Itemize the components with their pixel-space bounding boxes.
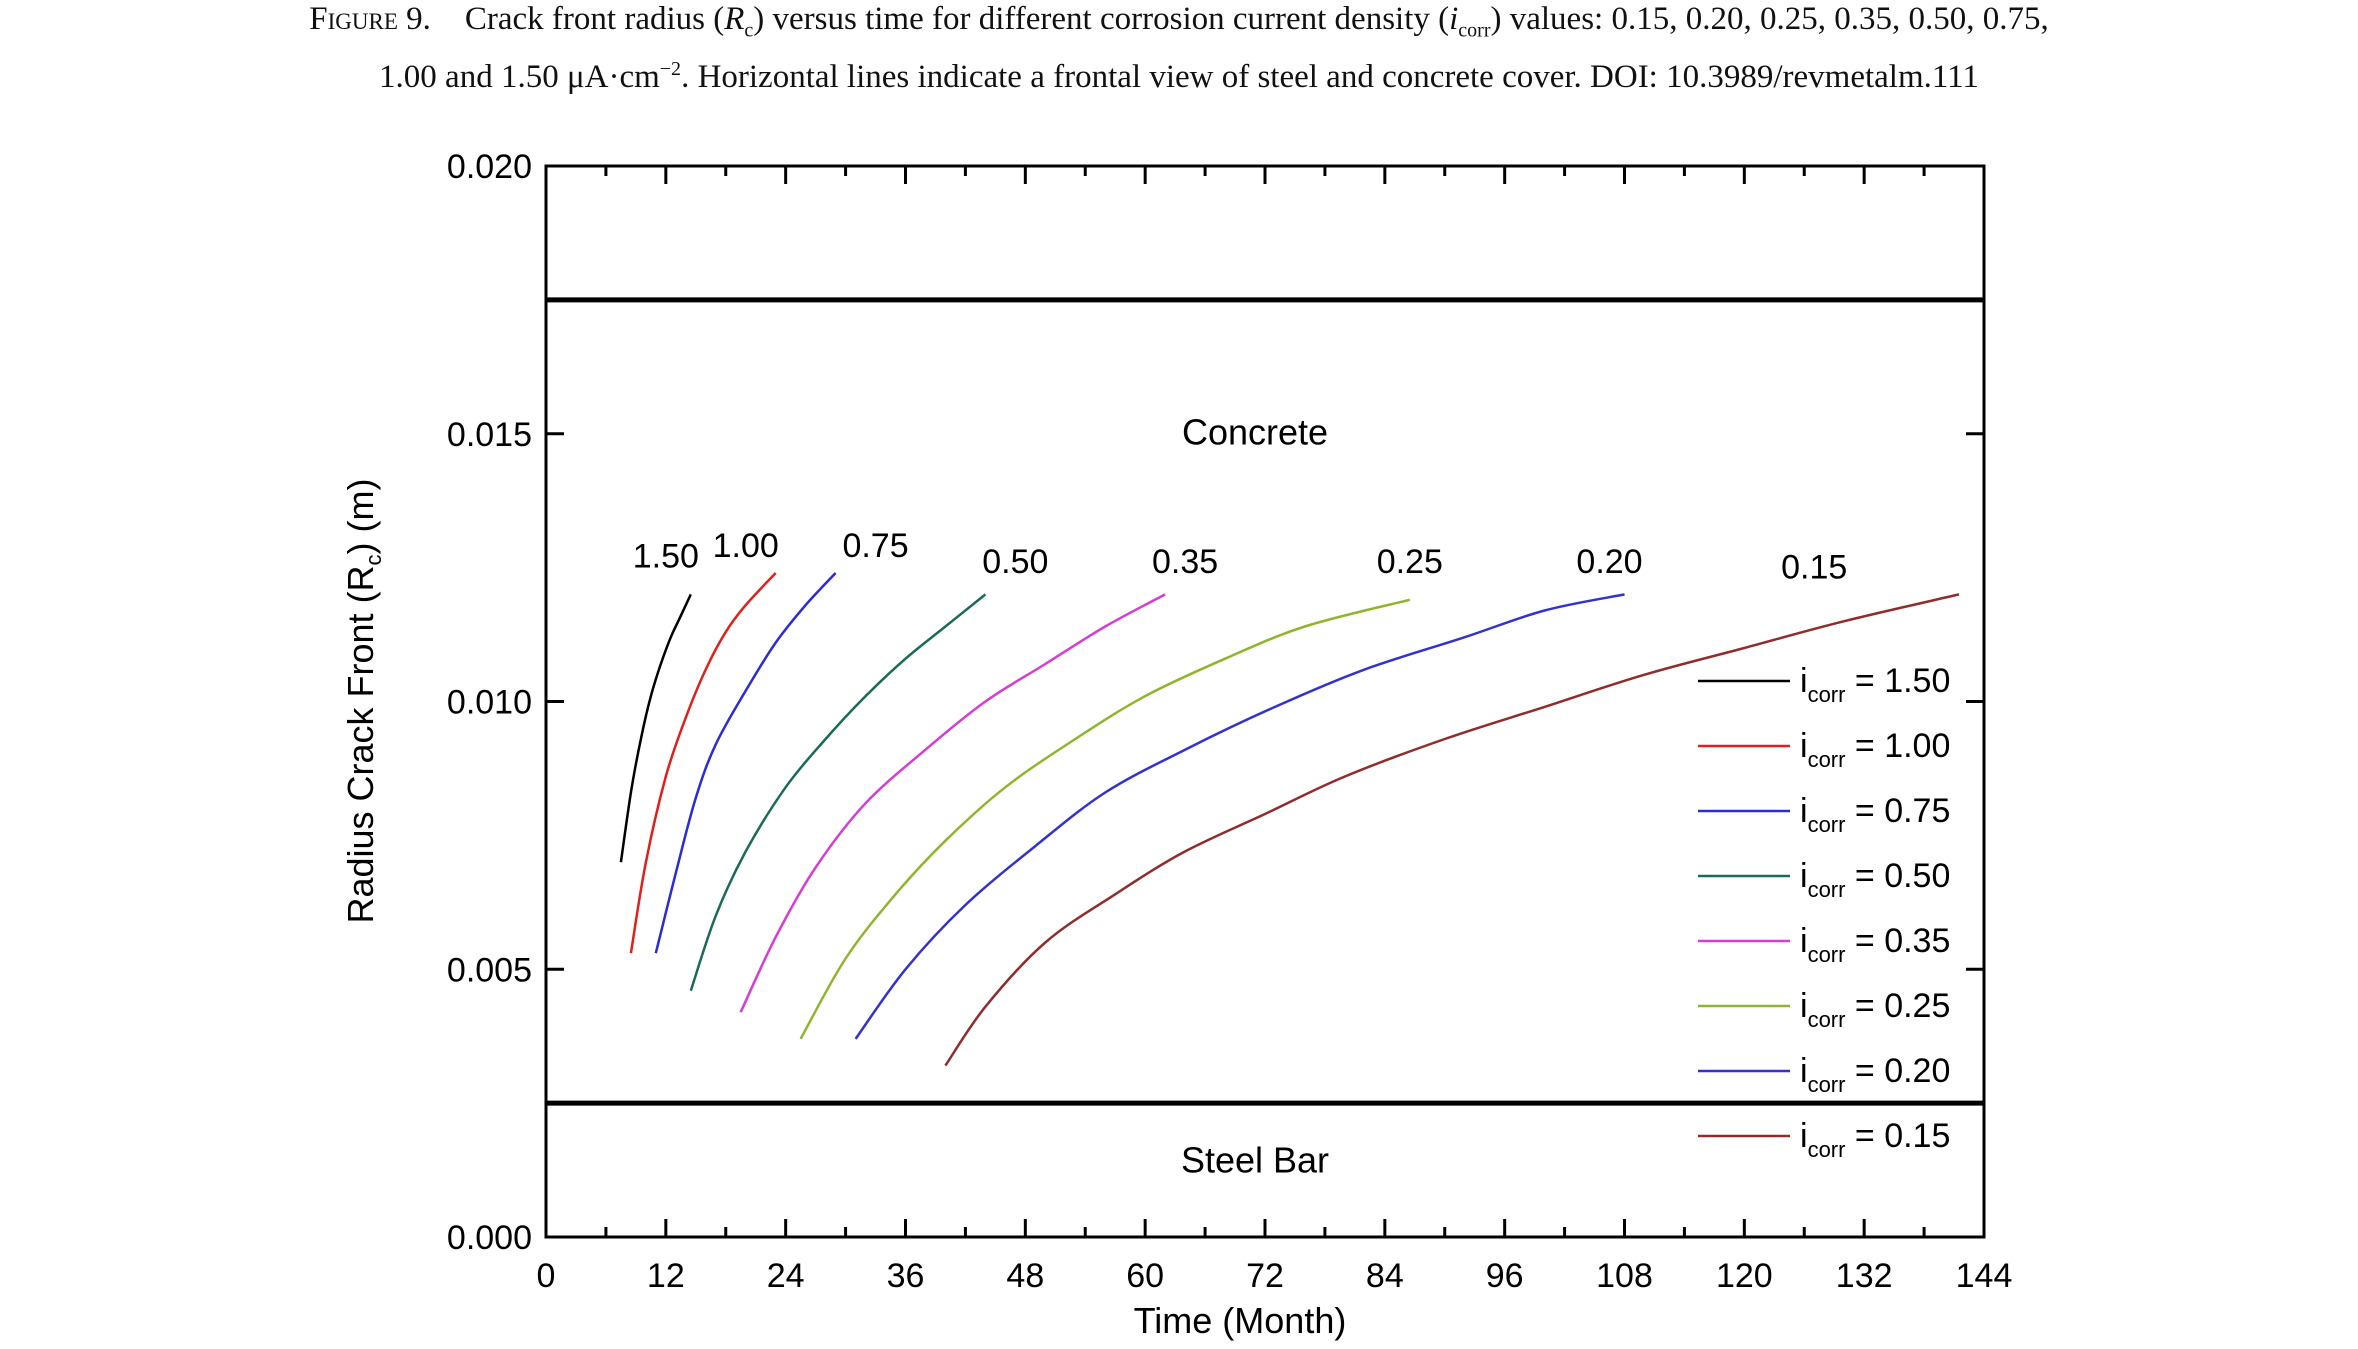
legend-prefix: i (1800, 662, 1808, 700)
legend-entry: icorr = 0.15 (1800, 1117, 1950, 1162)
legend-prefix: i (1800, 857, 1808, 895)
legend-subscript: corr (1808, 682, 1846, 707)
caption-line-2: 1.00 and 1.50 μA·cm−2. Horizontal lines … (0, 50, 2358, 96)
series-label: 0.50 (982, 543, 1048, 581)
series-line (944, 593, 1960, 1067)
legend-entry: icorr = 1.00 (1800, 727, 1950, 772)
legend-subscript: corr (1808, 1137, 1846, 1162)
x-tick-label: 60 (1126, 1257, 1164, 1295)
series-line (654, 572, 837, 954)
y-axis-label: Radius Crack Front (Rc) (m) (340, 478, 386, 923)
series-label: 0.25 (1377, 543, 1443, 581)
legend-value: = 0.25 (1845, 987, 1950, 1025)
x-tick-label: 84 (1366, 1257, 1404, 1295)
y-tick-label: 0.010 (447, 684, 532, 722)
y-axis-label-sub: c (361, 554, 386, 565)
legend-prefix: i (1800, 922, 1808, 960)
series-label: 0.20 (1576, 543, 1642, 581)
figure-caption: Figure 9. Crack front radius (Rc) versus … (0, 0, 2358, 96)
plot-frame (544, 164, 1986, 1239)
figure-label: Figure 9. (309, 1, 431, 37)
y-tick-label: 0.015 (447, 416, 532, 454)
caption-symbol: R (724, 1, 745, 37)
caption-text: ) versus time for different corrosion cu… (753, 1, 1450, 37)
caption-subscript: corr (1458, 19, 1491, 42)
legend-prefix: i (1800, 1117, 1808, 1155)
legend-subscript: corr (1808, 812, 1846, 837)
legend-entry: icorr = 0.75 (1800, 792, 1950, 837)
legend-value: = 0.50 (1845, 857, 1950, 895)
series-layer: 1.50 1.00 0.75 0.50 0.35 0.25 0.20 0.15 (619, 527, 1960, 1067)
y-axis-label-main: Radius Crack Front (R (340, 565, 381, 923)
caption-symbol: i (1449, 1, 1459, 37)
x-tick-label: 144 (1956, 1257, 2013, 1295)
series-line (739, 593, 1166, 1013)
legend-subscript: corr (1808, 877, 1846, 902)
series-label: 1.00 (713, 527, 779, 565)
x-axis-label: Time (Month) (1134, 1300, 1347, 1341)
caption-text: . Horizontal lines indicate a frontal vi… (681, 58, 1979, 95)
legend-entry: icorr = 0.35 (1800, 922, 1950, 967)
caption-line-1: Figure 9. Crack front radius (Rc) versus … (0, 0, 2358, 50)
region-labels: Concrete Steel Bar (1181, 411, 1329, 1180)
y-tick-label: 0.020 (447, 148, 532, 186)
x-tick-label: 120 (1716, 1257, 1773, 1295)
legend-entry: icorr = 0.25 (1800, 987, 1950, 1032)
legend-subscript: corr (1808, 942, 1846, 967)
x-tick-label: 96 (1486, 1257, 1524, 1295)
x-tick-label: 24 (767, 1257, 805, 1295)
series-line (619, 593, 692, 863)
y-axis-label-end: ) (m) (340, 478, 381, 554)
legend-value: = 0.15 (1845, 1117, 1950, 1155)
legend-prefix: i (1800, 987, 1808, 1025)
axis-ticks: 0 12 24 36 48 60 72 84 96 108 120 132 144 0.000 0.005 0… (447, 148, 2012, 1295)
series-label: 0.35 (1152, 543, 1218, 581)
legend-value: = 1.50 (1845, 662, 1950, 700)
x-tick-label: 108 (1596, 1257, 1653, 1295)
x-tick-label: 12 (647, 1257, 685, 1295)
x-tick-label: 72 (1246, 1257, 1284, 1295)
series-line (629, 572, 777, 954)
legend-value: = 0.35 (1845, 922, 1950, 960)
x-tick-label: 132 (1836, 1257, 1893, 1295)
series-label: 0.15 (1781, 548, 1847, 586)
legend-entry: icorr = 0.50 (1800, 857, 1950, 902)
series-label: 0.75 (842, 527, 908, 565)
series-line (689, 593, 987, 992)
x-tick-label: 36 (887, 1257, 925, 1295)
legend-subscript: corr (1808, 1072, 1846, 1097)
x-tick-label: 0 (537, 1257, 556, 1295)
x-tick-label: 48 (1006, 1257, 1044, 1295)
legend-entry: icorr = 0.20 (1800, 1052, 1950, 1097)
series-line (854, 593, 1625, 1040)
caption-text: Crack front radius ( (464, 1, 725, 37)
series-line (799, 598, 1411, 1040)
y-tick-label: 0.005 (447, 951, 532, 989)
caption-text: 1.00 and 1.50 μA·cm (379, 58, 660, 95)
legend-value: = 0.75 (1845, 792, 1950, 830)
region-label: Concrete (1182, 411, 1328, 452)
legend-value: = 0.20 (1845, 1052, 1950, 1090)
legend-subscript: corr (1808, 1007, 1846, 1032)
legend-prefix: i (1800, 727, 1808, 765)
caption-subscript: c (744, 19, 754, 42)
region-lines (546, 297, 1984, 1106)
caption-superscript: −2 (659, 57, 682, 80)
legend-prefix: i (1800, 792, 1808, 830)
region-label: Steel Bar (1181, 1140, 1329, 1181)
legend-prefix: i (1800, 1052, 1808, 1090)
caption-text: ) values: 0.15, 0.20, 0.25, 0.35, 0.50, … (1490, 1, 2049, 37)
legend-subscript: corr (1808, 747, 1846, 772)
y-tick-label: 0.000 (447, 1219, 532, 1257)
legend-entry: icorr = 1.50 (1800, 662, 1950, 707)
series-label: 1.50 (633, 538, 699, 576)
legend-value: = 1.00 (1845, 727, 1950, 765)
